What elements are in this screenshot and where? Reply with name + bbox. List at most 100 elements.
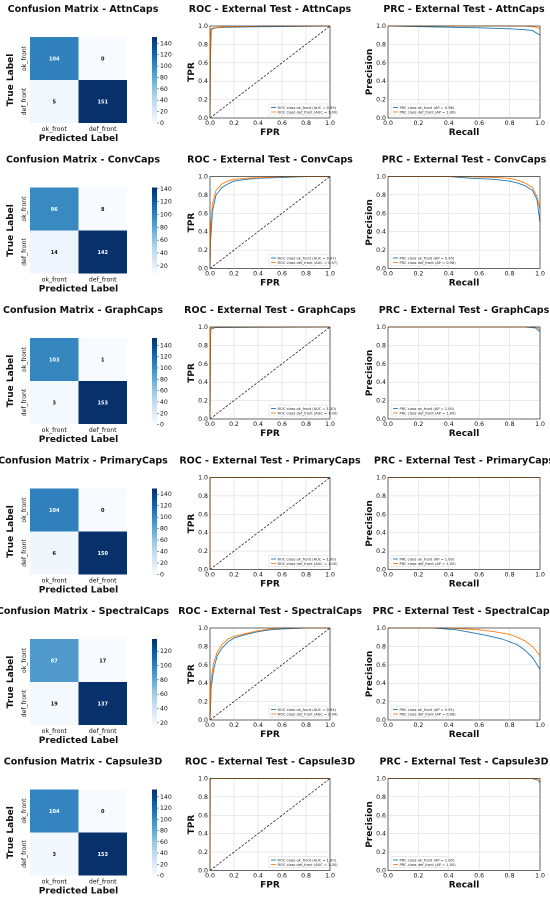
- y-tick-label: 0.8: [376, 643, 386, 650]
- legend-label: ROC class ok_front (AUC = 1.00): [278, 858, 337, 862]
- colorbar-tick-label: 100: [160, 365, 172, 372]
- chance-diagonal: [209, 477, 331, 570]
- legend-label: ROC class def_front (AUC = 1.00): [278, 411, 339, 415]
- colorbar-tick-label: 120: [160, 648, 172, 655]
- legend-box: [268, 404, 328, 417]
- cm-cell-value: 142: [98, 250, 109, 256]
- roc-curve-spectralcaps: ROC - External Test - SpectralCaps 0.00.0…: [178, 606, 362, 740]
- y-axis-label: Precision: [365, 199, 375, 246]
- cm-y-axis-label: True Label: [6, 355, 16, 408]
- cm-y-tick-label: def_front: [21, 87, 28, 115]
- cm-y-tick-label: ok_front: [21, 798, 28, 824]
- x-tick-label: 0.4: [253, 572, 263, 579]
- x-tick-label: 1.0: [535, 120, 545, 127]
- y-tick-label: 0.6: [198, 361, 208, 368]
- x-tick-label: 0.8: [505, 722, 515, 729]
- x-tick-label: 0.4: [444, 722, 454, 729]
- series-line: [388, 326, 541, 331]
- colorbar-tick-label: 140: [160, 491, 172, 498]
- x-tick-label: 0.2: [229, 421, 239, 428]
- cm-cell: [78, 682, 127, 725]
- x-tick-label: 1.0: [325, 572, 335, 579]
- y-tick-label: 0.2: [198, 849, 208, 856]
- colorbar-tick-label: 80: [160, 828, 168, 835]
- y-tick-label: 0.2: [376, 97, 386, 104]
- colorbar-tick-label: 40: [160, 549, 168, 556]
- colorbar-tick-label: 100: [160, 816, 172, 823]
- cm-cell-value: 5: [53, 100, 57, 106]
- plot-frame: [209, 176, 331, 269]
- y-axis-label: Precision: [365, 49, 375, 96]
- y-tick-label: 0.8: [376, 794, 386, 801]
- cm-cell: [30, 80, 79, 123]
- cm-cell: [30, 338, 79, 381]
- roc-curve-primarycaps: ROC - External Test - PrimaryCaps 0.00.0 0…: [179, 456, 361, 590]
- cm-x-axis-label: Predicted Label: [39, 435, 118, 445]
- chance-diagonal: [209, 25, 331, 119]
- x-tick-label: 0.0: [383, 722, 393, 729]
- cm-cell: [78, 639, 127, 682]
- roc-title: ROC - External Test - PrimaryCaps: [179, 456, 361, 467]
- colorbar: [152, 789, 157, 876]
- y-tick-label: 0.4: [376, 530, 386, 537]
- cm-y-tick-label: def_front: [21, 388, 28, 416]
- chance-diagonal: [209, 176, 331, 269]
- cm-title: Confusion Matrix - GraphCaps: [3, 305, 163, 316]
- y-tick-label: 0.0: [376, 416, 386, 423]
- prc-curve-graphcaps: PRC - External Test - GraphCaps 0.00.0 0.2…: [365, 305, 550, 439]
- x-axis-label: Recall: [449, 429, 480, 439]
- x-tick-label: 0.8: [301, 421, 311, 428]
- colorbar-tick-label: 100: [160, 63, 172, 70]
- roc-title: ROC - External Test - Capsule3D: [185, 757, 355, 768]
- legend-label: ROC class ok_front (AUC = 0.97): [278, 256, 337, 260]
- cm-cell: [30, 381, 79, 424]
- colorbar-tick-label: 20: [160, 263, 168, 270]
- colorbar-tick-label: 120: [160, 503, 172, 510]
- prc-title: PRC - External Test - Capsule3D: [379, 757, 548, 768]
- cm-y-tick-label: ok_front: [21, 45, 28, 71]
- x-tick-label: 0.2: [413, 271, 423, 278]
- x-tick-label: 0.6: [277, 120, 287, 127]
- colorbar-tick-label: 140: [160, 186, 172, 193]
- colorbar-tick-label: 100: [160, 663, 172, 670]
- x-tick-label: 0.6: [277, 572, 287, 579]
- cm-title: Confusion Matrix - ConvCaps: [6, 155, 160, 166]
- cm-x-tick-label: ok_front: [42, 126, 68, 133]
- y-tick-label: 0.4: [198, 229, 208, 236]
- cm-cell-value: 150: [98, 551, 109, 557]
- cm-cell-value: 104: [49, 809, 60, 815]
- cm-x-axis-label: Predicted Label: [39, 736, 118, 746]
- cm-cell: [30, 639, 79, 682]
- cm-y-tick-label: def_front: [21, 539, 28, 567]
- y-tick-label: 0.2: [376, 398, 386, 405]
- x-tick-label: 0.0: [205, 722, 215, 729]
- cm-x-tick-label: def_front: [89, 277, 117, 284]
- y-tick-label: 0.4: [376, 229, 386, 236]
- x-tick-label: 1.0: [535, 421, 545, 428]
- legend-box: [268, 254, 328, 266]
- cm-cell: [30, 832, 79, 876]
- y-axis-label: Precision: [365, 500, 375, 547]
- colorbar-tick-label: 20: [160, 109, 168, 116]
- legend-label: ROC class ok_front (AUC = 1.00): [278, 557, 337, 561]
- colorbar-tick-label: 60: [160, 537, 168, 544]
- legend-label: ROC class def_front (AUC = 1.00): [278, 110, 339, 114]
- y-tick-label: 0.4: [198, 831, 208, 838]
- x-tick-label: 0.2: [229, 722, 239, 729]
- legend-label: ROC class def_front (AUC = 1.00): [278, 863, 339, 867]
- colorbar-tick-label: 120: [160, 199, 172, 206]
- x-tick-label: 0.2: [229, 120, 239, 127]
- x-tick-label: 0.0: [383, 120, 393, 127]
- cm-cell-value: 137: [98, 702, 109, 708]
- legend-label: PRC class ok_front (AP = 1.00): [400, 858, 455, 862]
- cm-y-axis-label: True Label: [6, 806, 16, 859]
- cm-y-tick-label: def_front: [21, 840, 28, 868]
- legend-box: [268, 856, 328, 868]
- y-tick-label: 1.0: [376, 174, 386, 181]
- cm-cell-value: 8: [101, 207, 105, 213]
- cm-x-tick-label: def_front: [89, 126, 117, 133]
- x-tick-label: 0.8: [301, 572, 311, 579]
- y-tick-label: 0.8: [198, 342, 208, 349]
- plot-frame: [209, 778, 331, 871]
- cm-y-tick-label: ok_front: [21, 196, 28, 222]
